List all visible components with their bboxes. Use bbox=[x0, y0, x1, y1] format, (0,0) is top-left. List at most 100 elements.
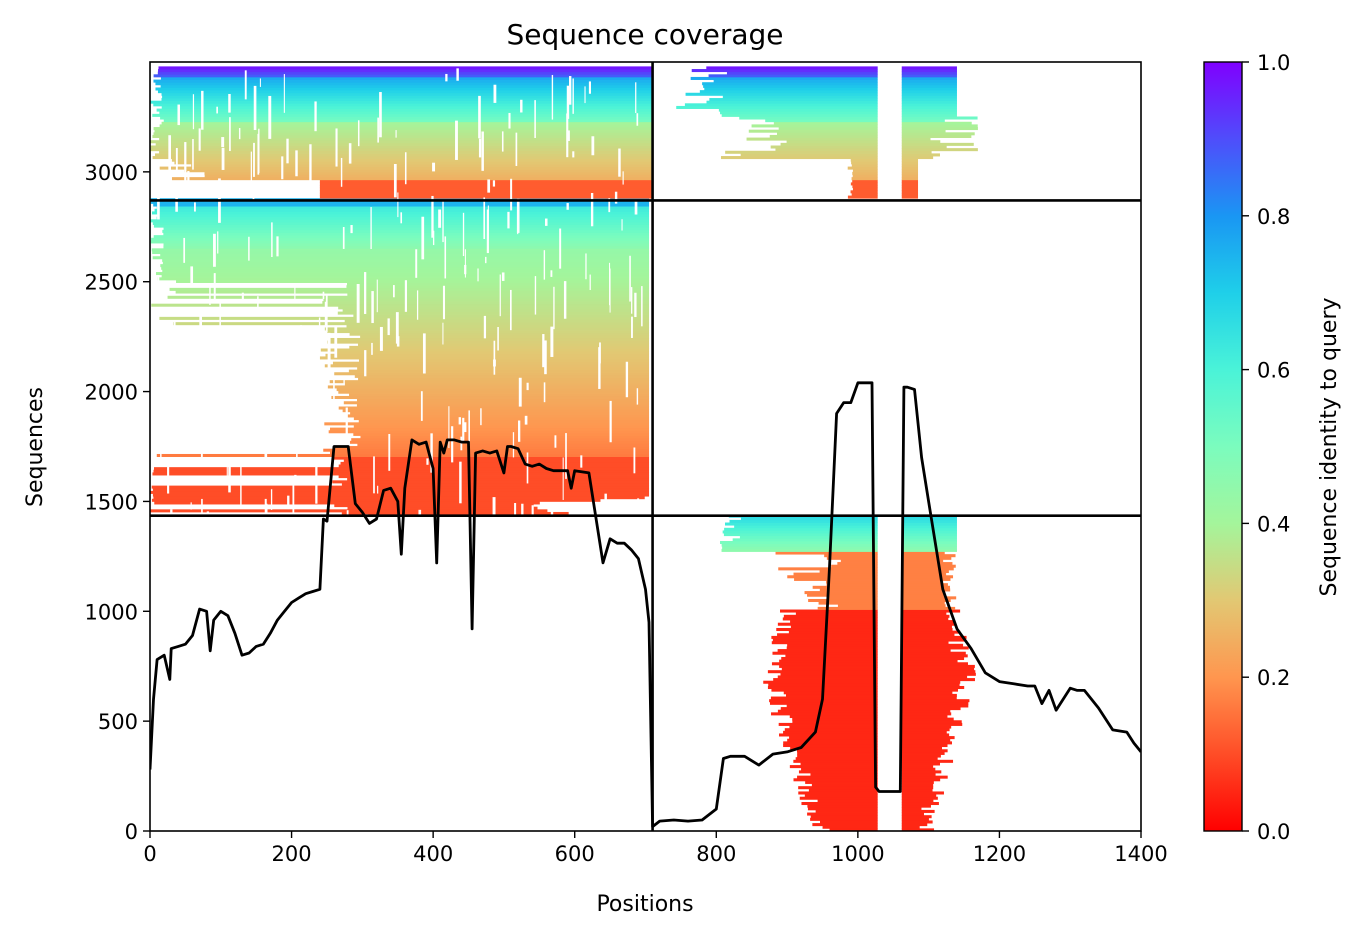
coverage-row bbox=[901, 517, 957, 521]
coverage-row bbox=[901, 714, 948, 719]
coverage-gap bbox=[444, 236, 447, 279]
coverage-row bbox=[901, 641, 949, 645]
coverage-row bbox=[789, 725, 878, 729]
coverage-row bbox=[699, 90, 878, 94]
coverage-row bbox=[901, 530, 957, 534]
coverage-row bbox=[901, 651, 966, 655]
coverage-gap bbox=[507, 211, 510, 229]
coverage-row bbox=[324, 364, 650, 368]
coverage-gap bbox=[618, 148, 621, 177]
coverage-row bbox=[161, 98, 653, 102]
coverage-row bbox=[901, 738, 951, 742]
coverage-gap bbox=[631, 287, 633, 314]
coverage-gap bbox=[565, 433, 567, 479]
coverage-row bbox=[157, 214, 650, 218]
coverage-row bbox=[901, 69, 957, 73]
coverage-row bbox=[901, 564, 956, 568]
coverage-gap bbox=[286, 138, 289, 164]
coverage-row bbox=[901, 646, 969, 650]
coverage-row bbox=[901, 804, 931, 808]
coverage-gap bbox=[395, 312, 399, 344]
coverage-row bbox=[358, 359, 650, 363]
coverage-row bbox=[338, 464, 650, 468]
coverage-row bbox=[901, 791, 944, 795]
coverage-gap bbox=[400, 212, 403, 224]
coverage-gap bbox=[625, 361, 629, 398]
coverage-row bbox=[901, 654, 968, 658]
coverage-gap bbox=[311, 393, 314, 423]
coverage-row bbox=[901, 775, 948, 779]
coverage-gap bbox=[164, 387, 167, 398]
coverage-row bbox=[174, 161, 653, 165]
coverage-gap bbox=[483, 315, 487, 339]
coverage-row bbox=[807, 807, 878, 811]
y-axis-label: Sequences bbox=[23, 387, 48, 507]
coverage-row bbox=[901, 142, 974, 146]
coverage-row bbox=[901, 656, 965, 661]
y-tick-label: 2000 bbox=[85, 381, 138, 405]
coverage-row bbox=[901, 66, 957, 70]
coverage-row bbox=[171, 177, 653, 181]
coverage-gap bbox=[373, 456, 375, 494]
coverage-row bbox=[787, 643, 878, 647]
coverage-row bbox=[151, 248, 650, 252]
coverage-row bbox=[901, 113, 957, 117]
coverage-row bbox=[901, 158, 919, 162]
coverage-row bbox=[827, 596, 878, 600]
colorbar-tick-label: 1.0 bbox=[1257, 51, 1290, 75]
coverage-row bbox=[358, 419, 650, 423]
coverage-gap bbox=[190, 502, 192, 510]
coverage-row bbox=[901, 575, 954, 579]
coverage-row bbox=[901, 691, 953, 695]
coverage-row bbox=[901, 746, 943, 750]
coverage-row bbox=[153, 235, 650, 239]
coverage-row bbox=[815, 809, 878, 813]
coverage-row bbox=[901, 585, 950, 589]
coverage-row bbox=[341, 511, 569, 516]
coverage-row bbox=[204, 174, 653, 178]
coverage-gap bbox=[422, 333, 426, 374]
coverage-row bbox=[162, 229, 650, 233]
coverage-gap bbox=[631, 316, 633, 338]
coverage-gap bbox=[608, 198, 611, 213]
coverage-row bbox=[171, 158, 653, 162]
coverage-gap bbox=[364, 272, 367, 314]
coverage-gap bbox=[315, 462, 318, 504]
coverage-row bbox=[850, 190, 878, 194]
coverage-gap bbox=[512, 432, 515, 458]
coverage-gap bbox=[314, 101, 317, 132]
coverage-gap bbox=[459, 461, 462, 504]
coverage-row bbox=[684, 103, 878, 107]
coverage-gap bbox=[524, 415, 528, 425]
coverage-row bbox=[162, 95, 653, 99]
coverage-row bbox=[901, 751, 945, 755]
coverage-gap bbox=[150, 188, 153, 197]
coverage-row bbox=[901, 778, 941, 782]
coverage-row bbox=[347, 506, 538, 510]
coverage-row bbox=[850, 182, 878, 186]
coverage-row bbox=[777, 675, 878, 679]
coverage-gap bbox=[377, 485, 379, 494]
coverage-gap bbox=[497, 327, 499, 351]
coverage-row bbox=[353, 417, 650, 421]
coverage-row bbox=[346, 285, 650, 289]
coverage-row bbox=[851, 177, 878, 181]
coverage-gap bbox=[219, 300, 221, 333]
coverage-row bbox=[161, 105, 653, 109]
coverage-gap bbox=[213, 233, 216, 267]
coverage-row bbox=[346, 414, 650, 418]
coverage-row bbox=[724, 522, 878, 526]
coverage-row bbox=[901, 121, 972, 125]
coverage-row bbox=[901, 828, 935, 831]
coverage-row bbox=[151, 237, 650, 241]
coverage-gap bbox=[485, 256, 487, 264]
coverage-row bbox=[819, 569, 878, 574]
coverage-row bbox=[804, 591, 878, 595]
coverage-gap bbox=[318, 317, 321, 349]
coverage-gap bbox=[207, 329, 210, 339]
coverage-line bbox=[150, 381, 1141, 828]
coverage-row bbox=[349, 393, 650, 397]
coverage-row bbox=[901, 680, 961, 684]
coverage-row bbox=[336, 351, 650, 355]
